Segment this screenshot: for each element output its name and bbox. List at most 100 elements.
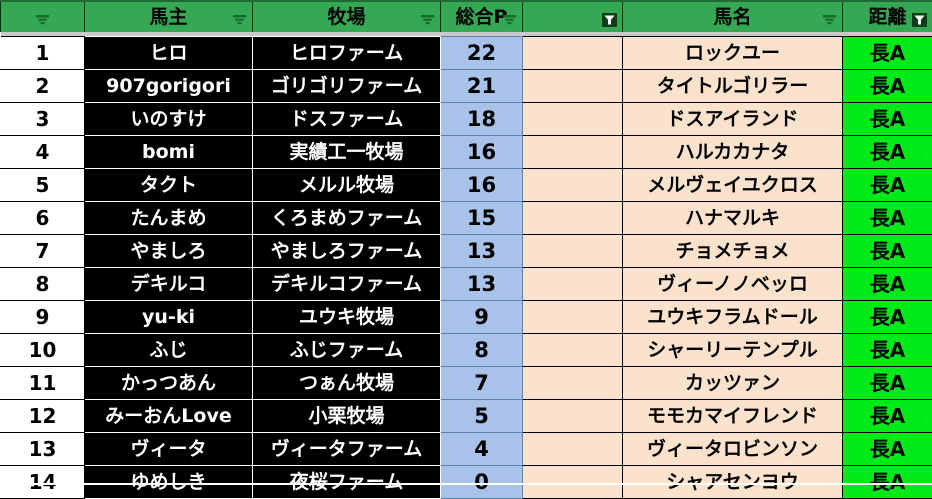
cell-pts[interactable]: 21 xyxy=(441,70,523,103)
cell-farm[interactable]: ゴリゴリファーム xyxy=(253,70,441,103)
cell-blank[interactable] xyxy=(523,37,623,70)
cell-owner[interactable]: みーおんLove xyxy=(85,400,253,433)
cell-owner[interactable]: タクト xyxy=(85,169,253,202)
cell-horse[interactable]: ヴィータロビンソン xyxy=(623,433,843,466)
cell-owner[interactable]: yu-ki xyxy=(85,301,253,334)
filter-icon[interactable] xyxy=(420,13,435,27)
cell-dist[interactable]: 長A xyxy=(843,466,932,499)
cell-rank[interactable]: 8 xyxy=(1,268,85,301)
cell-pts[interactable]: 22 xyxy=(441,37,523,70)
cell-dist[interactable]: 長A xyxy=(843,301,932,334)
cell-owner[interactable]: ヴィータ xyxy=(85,433,253,466)
cell-owner[interactable]: いのすけ xyxy=(85,103,253,136)
cell-farm[interactable]: つぁん牧場 xyxy=(253,367,441,400)
header-column-horse-name[interactable]: 馬名 xyxy=(623,1,843,32)
cell-rank[interactable]: 6 xyxy=(1,202,85,235)
cell-horse[interactable]: ユウキフラムドール xyxy=(623,301,843,334)
cell-rank[interactable]: 9 xyxy=(1,301,85,334)
cell-owner[interactable]: デキルコ xyxy=(85,268,253,301)
cell-pts[interactable]: 16 xyxy=(441,169,523,202)
cell-blank[interactable] xyxy=(523,334,623,367)
cell-pts[interactable]: 16 xyxy=(441,136,523,169)
cell-dist[interactable]: 長A xyxy=(843,169,932,202)
cell-blank[interactable] xyxy=(523,202,623,235)
cell-farm[interactable]: ヴィータファーム xyxy=(253,433,441,466)
cell-blank[interactable] xyxy=(523,268,623,301)
cell-blank[interactable] xyxy=(523,400,623,433)
header-column-distance[interactable]: 距離 xyxy=(843,1,932,32)
cell-rank[interactable]: 5 xyxy=(1,169,85,202)
cell-owner[interactable]: ヒロ xyxy=(85,37,253,70)
cell-rank[interactable]: 14 xyxy=(1,466,85,499)
filter-active-icon[interactable] xyxy=(602,13,617,27)
filter-icon[interactable] xyxy=(232,13,247,27)
cell-farm[interactable]: 小栗牧場 xyxy=(253,400,441,433)
cell-rank[interactable]: 10 xyxy=(1,334,85,367)
cell-blank[interactable] xyxy=(523,301,623,334)
cell-horse[interactable]: シャーリーテンプル xyxy=(623,334,843,367)
cell-dist[interactable]: 長A xyxy=(843,202,932,235)
cell-farm[interactable]: デキルコファーム xyxy=(253,268,441,301)
cell-dist[interactable]: 長A xyxy=(843,136,932,169)
cell-horse[interactable]: ドスアイランド xyxy=(623,103,843,136)
cell-pts[interactable]: 7 xyxy=(441,367,523,400)
cell-horse[interactable]: ハルカカナタ xyxy=(623,136,843,169)
cell-dist[interactable]: 長A xyxy=(843,334,932,367)
cell-owner[interactable]: やましろ xyxy=(85,235,253,268)
cell-dist[interactable]: 長A xyxy=(843,103,932,136)
cell-horse[interactable]: チョメチョメ xyxy=(623,235,843,268)
cell-rank[interactable]: 2 xyxy=(1,70,85,103)
filter-icon[interactable] xyxy=(35,13,50,27)
cell-farm[interactable]: 実績工一牧場 xyxy=(253,136,441,169)
cell-farm[interactable]: メルル牧場 xyxy=(253,169,441,202)
cell-farm[interactable]: ユウキ牧場 xyxy=(253,301,441,334)
cell-blank[interactable] xyxy=(523,433,623,466)
cell-pts[interactable]: 8 xyxy=(441,334,523,367)
cell-pts[interactable]: 13 xyxy=(441,235,523,268)
cell-owner[interactable]: ゆめしき xyxy=(85,466,253,499)
cell-farm[interactable]: ふじファーム xyxy=(253,334,441,367)
cell-horse[interactable]: タイトルゴリラー xyxy=(623,70,843,103)
cell-rank[interactable]: 3 xyxy=(1,103,85,136)
cell-dist[interactable]: 長A xyxy=(843,37,932,70)
header-column-total-points[interactable]: 総合P xyxy=(441,1,523,32)
cell-rank[interactable]: 1 xyxy=(1,37,85,70)
cell-horse[interactable]: シャアセンヨウ xyxy=(623,466,843,499)
cell-farm[interactable]: ドスファーム xyxy=(253,103,441,136)
cell-blank[interactable] xyxy=(523,235,623,268)
cell-horse[interactable]: ハナマルキ xyxy=(623,202,843,235)
cell-owner[interactable]: bomi xyxy=(85,136,253,169)
cell-owner[interactable]: ふじ xyxy=(85,334,253,367)
cell-rank[interactable]: 4 xyxy=(1,136,85,169)
cell-horse[interactable]: メルヴェイユクロス xyxy=(623,169,843,202)
cell-pts[interactable]: 4 xyxy=(441,433,523,466)
cell-blank[interactable] xyxy=(523,136,623,169)
filter-icon[interactable] xyxy=(822,13,837,27)
cell-farm[interactable]: くろまめファーム xyxy=(253,202,441,235)
cell-blank[interactable] xyxy=(523,103,623,136)
cell-dist[interactable]: 長A xyxy=(843,400,932,433)
cell-farm[interactable]: ヒロファーム xyxy=(253,37,441,70)
header-column-rank[interactable] xyxy=(1,1,85,32)
cell-blank[interactable] xyxy=(523,367,623,400)
cell-rank[interactable]: 11 xyxy=(1,367,85,400)
header-column-blank[interactable] xyxy=(523,1,623,32)
cell-owner[interactable]: 907gorigori xyxy=(85,70,253,103)
cell-dist[interactable]: 長A xyxy=(843,268,932,301)
cell-pts[interactable]: 5 xyxy=(441,400,523,433)
cell-pts[interactable]: 15 xyxy=(441,202,523,235)
cell-dist[interactable]: 長A xyxy=(843,235,932,268)
cell-blank[interactable] xyxy=(523,70,623,103)
filter-active-icon[interactable] xyxy=(912,13,927,27)
